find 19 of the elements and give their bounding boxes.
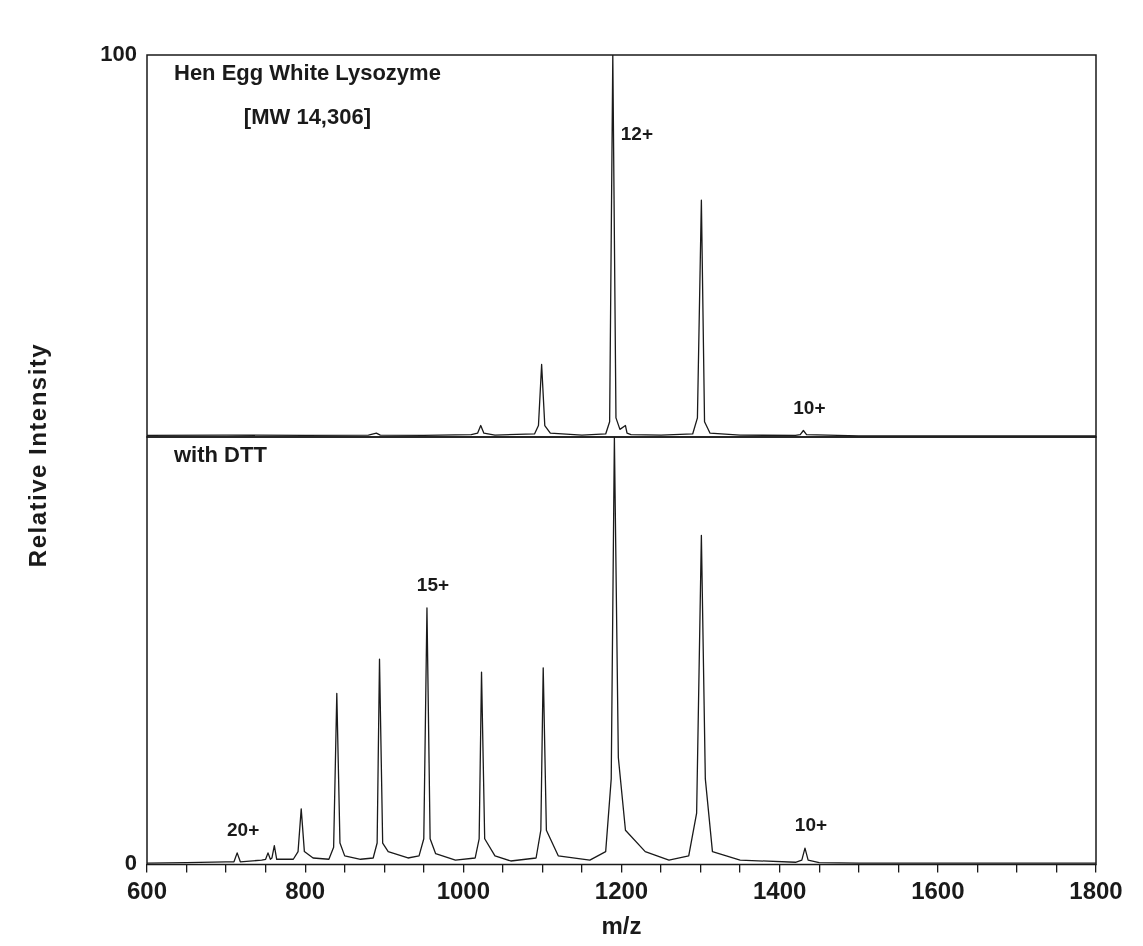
- annotation: 10+: [793, 396, 826, 418]
- annotation: 15+: [416, 574, 450, 596]
- x-tick-label: 1200: [594, 877, 649, 905]
- x-axis-title: m/z: [601, 912, 642, 940]
- chart-title: with DTT: [173, 442, 268, 468]
- chart-title: Hen Egg White Lysozyme: [174, 60, 441, 86]
- x-tick-label: 1000: [436, 877, 491, 905]
- text: 100: [100, 41, 137, 67]
- x-tick-label: 800: [285, 877, 326, 905]
- x-tick-label: 1600: [911, 877, 965, 905]
- annotation: 10+: [794, 814, 828, 836]
- x-tick-label: 1800: [1069, 877, 1123, 905]
- text: [MW 14,306]: [243, 104, 372, 130]
- annotation: 20+: [227, 819, 260, 841]
- text: 0: [124, 850, 137, 876]
- x-tick-label: 1400: [752, 877, 807, 905]
- annotation: 12+: [620, 123, 654, 145]
- x-tick-label: 600: [126, 877, 168, 905]
- y-axis-title: Relative Intensity: [24, 342, 52, 568]
